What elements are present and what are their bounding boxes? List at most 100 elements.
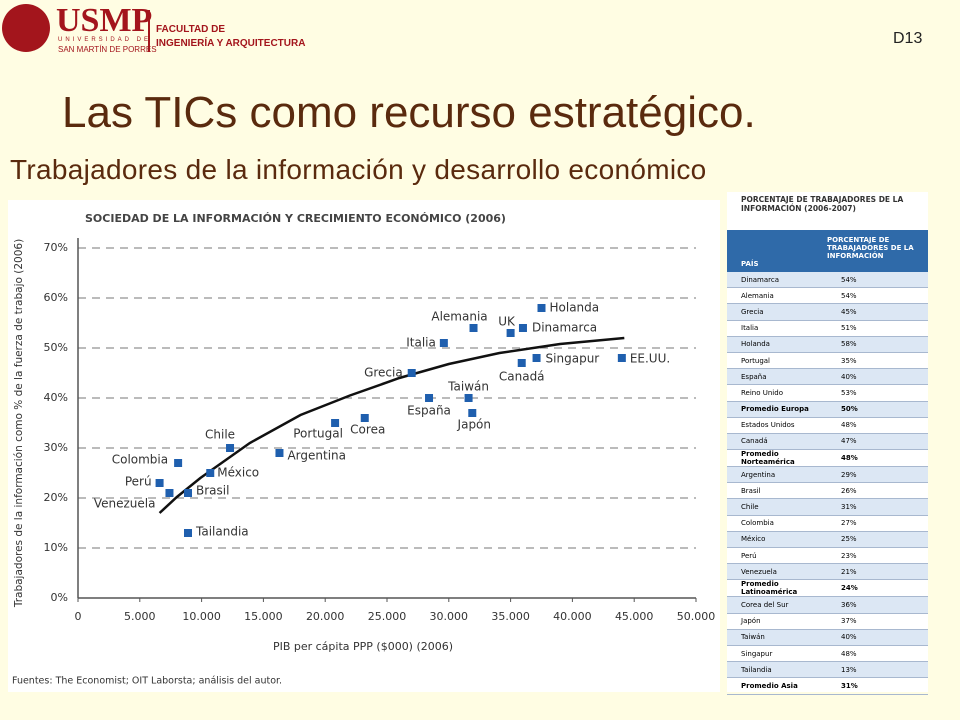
table-cell: Alemania bbox=[727, 287, 827, 305]
table-cell: 31% bbox=[827, 677, 928, 695]
y-tick-label: 70% bbox=[44, 241, 68, 254]
table-cell: 35% bbox=[827, 352, 928, 370]
point bbox=[360, 414, 369, 422]
y-tick-label: 10% bbox=[44, 541, 68, 554]
table-cell: 54% bbox=[827, 272, 928, 289]
point bbox=[206, 469, 215, 477]
table-cell: Chile bbox=[727, 498, 827, 516]
point bbox=[469, 324, 478, 332]
point bbox=[331, 419, 340, 427]
point bbox=[407, 369, 416, 377]
table-row: Portugal 35% bbox=[727, 352, 928, 370]
table-row: Promedio Asia 31% bbox=[727, 677, 928, 695]
table-cell: Corea del Sur bbox=[727, 596, 827, 614]
point bbox=[439, 339, 448, 347]
point bbox=[174, 459, 183, 467]
point-label: Dinamarca bbox=[532, 321, 597, 335]
x-axis-title: PIB per cápita PPP ($000) (2006) bbox=[273, 640, 453, 653]
table-cell: Japón bbox=[727, 613, 827, 630]
point bbox=[464, 394, 473, 402]
table-cell: Italia bbox=[727, 320, 827, 337]
table-row: Argentina 29% bbox=[727, 466, 928, 484]
table-row: Japón 37% bbox=[727, 613, 928, 630]
y-tick-label: 50% bbox=[44, 341, 68, 354]
table-cell: Brasil bbox=[727, 482, 827, 500]
x-tick-label: 50.000 bbox=[677, 610, 716, 623]
point bbox=[155, 479, 164, 487]
logo: USMP bbox=[56, 2, 153, 39]
table-row: Promedio Latinoamérica 24% bbox=[727, 579, 928, 598]
point-label: Taiwán bbox=[447, 380, 489, 394]
point-label: EE.UU. bbox=[630, 352, 670, 366]
point-label: Canadá bbox=[499, 370, 545, 384]
y-tick-label: 20% bbox=[44, 491, 68, 504]
table-row: Grecia 45% bbox=[727, 303, 928, 321]
point-label: Venezuela bbox=[94, 497, 156, 511]
table-cell: Taiwán bbox=[727, 629, 827, 646]
point-label: Singapur bbox=[546, 352, 600, 366]
table-row: México 25% bbox=[727, 531, 928, 549]
table-cell: 48% bbox=[827, 645, 928, 663]
table-row: Estados Unidos 48% bbox=[727, 417, 928, 434]
point-label: Brasil bbox=[196, 484, 229, 498]
table-cell: Argentina bbox=[727, 466, 827, 484]
y-tick-label: 0% bbox=[51, 591, 68, 604]
table: PORCENTAJE DE TRABAJADORES DE LA INFORMA… bbox=[727, 192, 928, 695]
table-cell: 48% bbox=[827, 417, 928, 434]
point bbox=[425, 394, 434, 402]
table-row: Alemania 54% bbox=[727, 287, 928, 305]
table-cell: Colombia bbox=[727, 515, 827, 532]
point bbox=[617, 354, 626, 362]
point bbox=[517, 359, 526, 367]
table-cell: Promedio Norteamérica bbox=[727, 449, 827, 468]
point bbox=[275, 449, 284, 457]
table-cell: 40% bbox=[827, 629, 928, 646]
point-label: Italia bbox=[406, 336, 436, 350]
point-label: España bbox=[407, 404, 451, 418]
table-cell: 25% bbox=[827, 531, 928, 549]
table-cell: Tailandia bbox=[727, 661, 827, 679]
y-axis-title: Trabajadores de la información como % de… bbox=[13, 239, 25, 608]
point bbox=[537, 304, 546, 312]
point-label: Chile bbox=[205, 428, 235, 442]
table-row: Promedio Norteamérica 48% bbox=[727, 449, 928, 468]
point bbox=[226, 444, 235, 452]
table-row: Chile 31% bbox=[727, 498, 928, 516]
column-header: PAÍS bbox=[741, 260, 759, 268]
table-cell: 23% bbox=[827, 547, 928, 565]
table-row: Perú 23% bbox=[727, 547, 928, 565]
x-tick-label: 15.000 bbox=[244, 610, 283, 623]
point-label: Japón bbox=[457, 418, 491, 432]
slide-code: D13 bbox=[893, 30, 923, 47]
x-tick-label: 25.000 bbox=[368, 610, 407, 623]
chart-background bbox=[8, 200, 720, 692]
y-tick-label: 40% bbox=[44, 391, 68, 404]
table-cell: Perú bbox=[727, 547, 827, 565]
slide-title: Las TICs como recurso estratégico. bbox=[62, 88, 756, 137]
table-row: Italia 51% bbox=[727, 320, 928, 337]
point-label: Corea bbox=[350, 423, 385, 437]
table-cell: Holanda bbox=[727, 336, 827, 353]
table-row: Tailandia 13% bbox=[727, 661, 928, 679]
table-row: Canadá 47% bbox=[727, 433, 928, 451]
point-label: Perú bbox=[125, 475, 152, 489]
point-label: Alemania bbox=[431, 310, 487, 324]
point bbox=[165, 489, 174, 497]
y-tick-label: 30% bbox=[44, 441, 68, 454]
table-cell: 48% bbox=[827, 449, 928, 468]
logo-emblem bbox=[2, 4, 50, 52]
table-row: Reino Unido 53% bbox=[727, 384, 928, 402]
table-row: Holanda 58% bbox=[727, 336, 928, 353]
table-cell: 27% bbox=[827, 515, 928, 532]
point-label: Portugal bbox=[293, 427, 343, 441]
point bbox=[506, 329, 515, 337]
table-cell: Grecia bbox=[727, 303, 827, 321]
table-row: España 40% bbox=[727, 368, 928, 386]
table-cell: 21% bbox=[827, 563, 928, 581]
x-tick-label: 30.000 bbox=[430, 610, 469, 623]
x-tick-label: 20.000 bbox=[306, 610, 345, 623]
table-cell: 31% bbox=[827, 498, 928, 516]
point-label: UK bbox=[498, 315, 516, 329]
x-tick-label: 10.000 bbox=[182, 610, 221, 623]
